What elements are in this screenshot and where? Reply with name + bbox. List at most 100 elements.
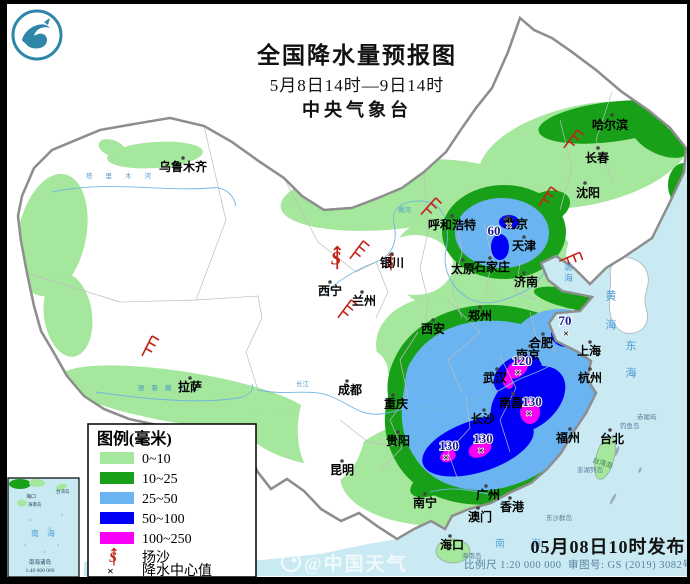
city-label-changchun: 长春 (585, 150, 610, 165)
city-label-macau: 澳门 (468, 509, 492, 524)
center-x-60: × (506, 220, 512, 232)
legend-label-10-25: 10~25 (142, 472, 178, 487)
city-label-hefei: 合肥 (529, 335, 553, 350)
city-label-fuzhou: 福州 (555, 430, 580, 445)
legend-title: 图例(毫米) (97, 429, 172, 448)
city-label-xian: 西安 (421, 321, 445, 336)
city-label-shijiazhuang: 石家庄 (473, 259, 510, 274)
legend-swatch-100-250 (100, 532, 134, 544)
city-label-chongqing: 重庆 (384, 396, 408, 411)
map-period: 5月8日14时—9日14时 (270, 76, 445, 95)
chiwei-label: 赤尾屿 (637, 412, 657, 421)
center-value-70: 70 (559, 313, 572, 328)
city-label-nanjing: 南京 (516, 347, 540, 362)
city-label-tianjin: 天津 (512, 238, 536, 253)
city-label-nanning: 南宁 (413, 495, 437, 510)
center-value-130-west: 130 (439, 438, 459, 453)
city-label-guangzhou: 广州 (476, 487, 500, 502)
inset-hainan-label: 海南岛 (28, 501, 42, 508)
center-x-70: × (563, 328, 569, 340)
city-label-beijing: 北京 (504, 216, 528, 231)
tarim-river-label: 塔里木河 (86, 171, 164, 180)
inset-name-label: 南海诸岛 (29, 558, 52, 566)
cma-logo (11, 9, 63, 61)
watermark-text: @中国天气 (304, 552, 408, 575)
yellow-river-label: 黄河 (398, 205, 412, 214)
map-scale: 比例尺 1:20 000 000 (464, 558, 562, 571)
watermark: @中国天气 (281, 550, 408, 575)
inset-haikou-label: 海口 (26, 493, 36, 500)
city-label-zhengzhou: 郑州 (468, 308, 492, 323)
yellow-sea-label: 黄海 (604, 289, 617, 348)
city-label-xining: 西宁 (318, 283, 342, 298)
map-title: 全国降水量预报图 (256, 42, 457, 68)
center-value-120: 120 (512, 353, 532, 368)
city-label-chengdu: 成都 (338, 382, 362, 397)
south-china-sea-inset: 台湾岛 海口 海南岛 南海 南海诸岛 1:40 000 000 (7, 477, 80, 577)
taiwan-island (594, 436, 616, 480)
city-label-harbin: 哈尔滨 (592, 117, 628, 132)
hainan-island (435, 538, 471, 564)
legend-swatch-50-100 (100, 512, 134, 524)
legend: 图例(毫米) 0~10 10~25 25~50 50~100 100~250 扬… (87, 423, 257, 579)
penghu-label: 澎湖列岛 (577, 465, 603, 474)
legend-label-0-10: 0~10 (142, 452, 171, 467)
city-markers (181, 113, 614, 538)
city-label-yinchuan: 银川 (380, 255, 404, 270)
city-label-shenyang: 沈阳 (576, 185, 600, 200)
center-x-130-west: × (443, 452, 449, 464)
city-label-taipei: 台北 (600, 431, 624, 446)
ryukyu-islets (609, 446, 642, 505)
city-label-hongkong: 香港 (499, 499, 525, 514)
diaoyu-label: 钓鱼岛 (620, 421, 640, 430)
city-label-nanchang: 南昌 (499, 395, 523, 410)
inset-scale-label: 1:40 000 000 (25, 568, 54, 574)
city-label-guiyang: 贵阳 (386, 433, 410, 448)
city-label-kunming: 昆明 (330, 463, 354, 477)
center-value-130-nanchang: 130 (522, 394, 542, 409)
city-label-taiyuan: 太原 (451, 261, 475, 276)
city-label-hangzhou: 杭州 (578, 370, 602, 385)
rivers (51, 186, 591, 495)
korea-landmass (609, 256, 649, 334)
hainan-label: 海南岛 (462, 551, 482, 560)
legend-center-label: 降水中心值 (142, 563, 212, 579)
inset-sea-label: 南海 (31, 528, 63, 538)
bohai-sea-label: 渤海 (563, 261, 573, 284)
city-label-urumqi: 乌鲁木齐 (159, 159, 208, 174)
precip-100-250-layer (440, 359, 540, 463)
legend-label-50-100: 50~100 (142, 512, 185, 527)
sand-symbol-yinchuan-west (329, 245, 343, 271)
legend-center-icon: × (107, 564, 114, 578)
legend-label-100-250: 100~250 (142, 532, 192, 547)
city-label-lhasa: 拉萨 (178, 379, 202, 394)
legend-swatch-0-10 (100, 452, 134, 464)
approval-number: 审图号: GS (2019) 3082号 (568, 558, 690, 571)
center-x-130-nanchang: × (526, 408, 532, 420)
yarlung-river-label: 雅鲁藏布江 (138, 383, 206, 392)
inset-taiwan-label: 台湾岛 (56, 488, 70, 495)
city-label-haikou: 海口 (440, 537, 464, 552)
legend-swatch-25-50 (100, 492, 134, 504)
dongsha-label: 东沙群岛 (546, 513, 572, 522)
city-label-hohhot: 呼和浩特 (428, 217, 476, 232)
legend-sand-label: 扬沙 (142, 550, 170, 566)
city-label-jinan: 济南 (514, 274, 538, 289)
sea-area (84, 148, 687, 576)
center-x-120: × (515, 367, 521, 379)
city-label-lanzhou: 兰州 (352, 293, 376, 308)
east-sea-label: 东海 (624, 340, 637, 394)
legend-swatch-10-25 (100, 472, 134, 484)
legend-label-25-50: 25~50 (142, 492, 178, 507)
city-label-wuhan: 武汉 (483, 370, 508, 385)
beijing-star-marker (502, 214, 514, 225)
center-x-130-mid: × (478, 445, 484, 457)
yangtze-river-label: 长江 (296, 379, 310, 388)
title-block: 全国降水量预报图 5月8日14时—9日14时 中央气象台 (256, 42, 457, 120)
center-value-60: 60 (488, 223, 501, 238)
inset-islets (24, 514, 63, 553)
map-agency: 中央气象台 (302, 99, 412, 120)
city-labels: 乌鲁木齐 哈尔滨 长春 沈阳 呼和浩特 北京 天津 石家庄 太原 济南 银川 西… (159, 117, 628, 552)
